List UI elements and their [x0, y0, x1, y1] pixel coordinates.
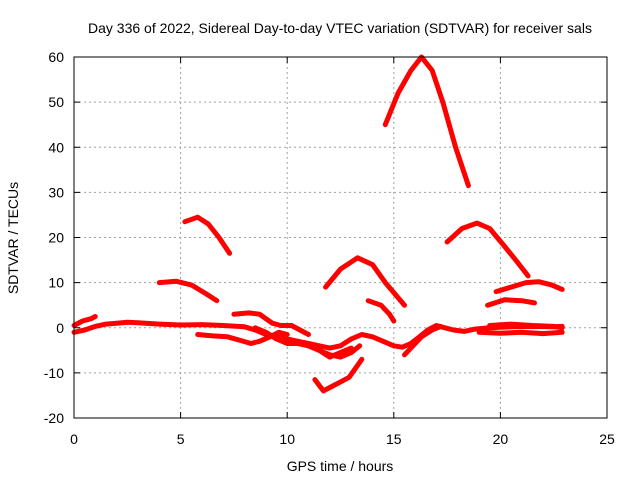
- y-tick-label: -20: [44, 410, 64, 426]
- y-tick-label: 0: [56, 320, 64, 336]
- y-tick-label: 40: [48, 139, 64, 155]
- x-tick-label: 15: [386, 431, 402, 447]
- series-line-s12: [195, 329, 290, 346]
- series-line-s5: [323, 255, 407, 308]
- series-line-s15: [295, 338, 354, 360]
- y-tick-label: 10: [48, 275, 64, 291]
- x-tick-label: 5: [177, 431, 185, 447]
- series-line-s4: [156, 278, 220, 304]
- series-line-s6: [493, 279, 565, 295]
- series-line-s17: [487, 321, 565, 331]
- grid: [74, 57, 607, 418]
- axes: 0 5 10 15 20 25 -20 -10 0 10 20 30 40 50 60: [44, 49, 615, 447]
- y-tick-label: 30: [48, 184, 64, 200]
- series-line-s16: [402, 323, 444, 358]
- series-line-s18: [476, 329, 565, 337]
- series-line-s3: [444, 220, 531, 279]
- series-line-s1: [382, 54, 471, 189]
- x-axis-label: GPS time / hours: [287, 458, 394, 474]
- x-tick-label: 25: [599, 431, 615, 447]
- series-line-s11: [231, 310, 311, 337]
- x-tick-label: 10: [279, 431, 295, 447]
- series-line-s14: [312, 356, 365, 394]
- x-tick-label: 20: [493, 431, 509, 447]
- y-tick-label: 50: [48, 94, 64, 110]
- y-tick-label: -10: [44, 365, 64, 381]
- series-layer: [71, 54, 565, 394]
- series-line-s10: [71, 314, 98, 328]
- series-line-s2: [182, 214, 233, 256]
- chart-title: Day 336 of 2022, Sidereal Day-to-day VTE…: [88, 20, 592, 36]
- series-line-s7: [485, 297, 537, 308]
- series-line-s8: [365, 298, 397, 324]
- x-tick-label: 0: [70, 431, 78, 447]
- series-line-s9: [71, 319, 565, 351]
- y-axis-label: SDTVAR / TECUs: [5, 182, 21, 294]
- y-tick-label: 20: [48, 230, 64, 246]
- y-tick-label: 60: [48, 49, 64, 65]
